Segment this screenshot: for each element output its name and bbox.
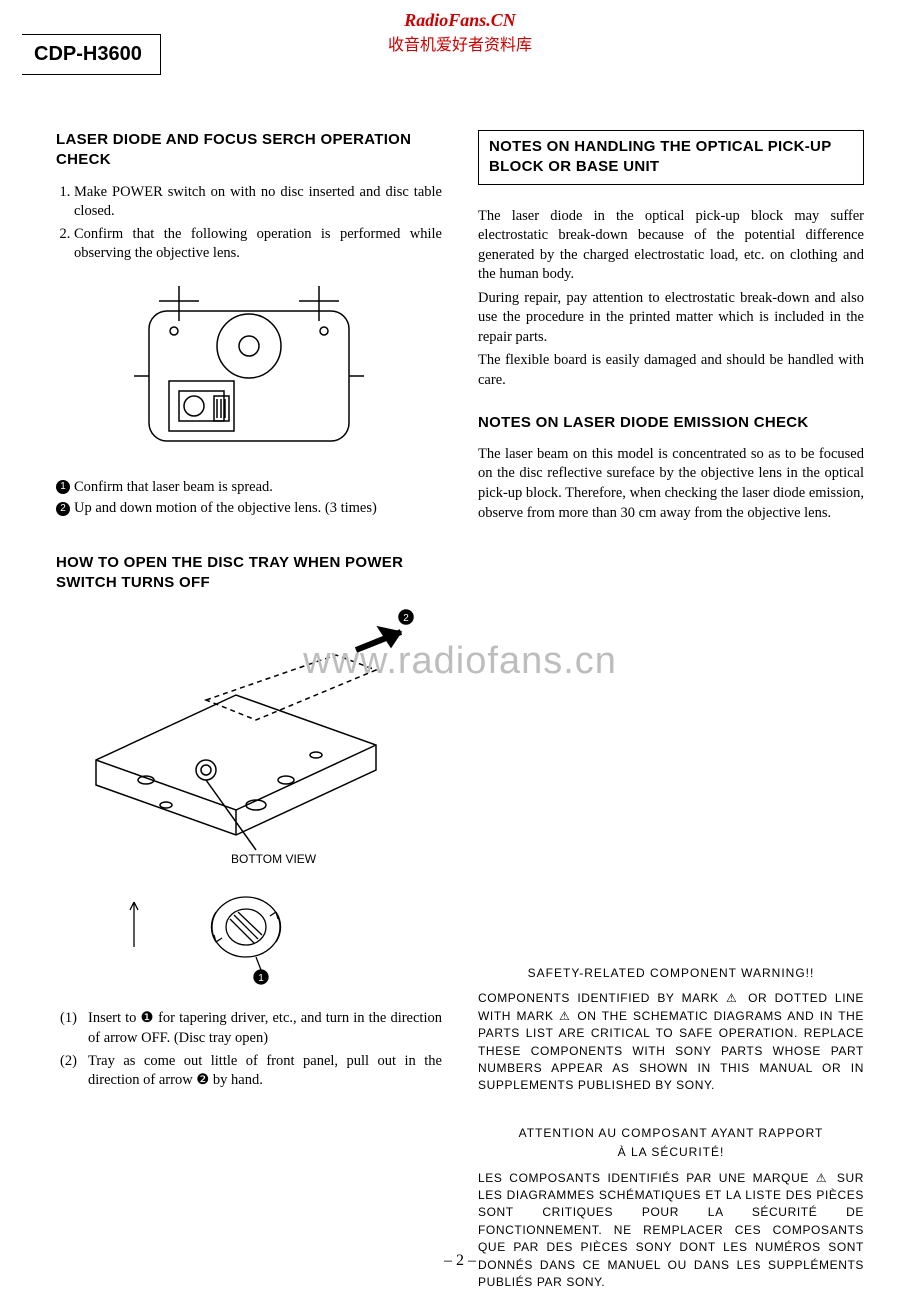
notes-p3: The flexible board is easily damaged and… xyxy=(478,351,864,390)
heading-open-disc-tray: HOW TO OPEN THE DISC TRAY WHEN POWER SWI… xyxy=(56,553,442,594)
watermark-line1: RadioFans.CN xyxy=(0,10,920,31)
safety-body-en: COMPONENTS IDENTIFIED BY MARK ⚠ OR DOTTE… xyxy=(478,990,864,1094)
left-column: LASER DIODE AND FOCUS SERCH OPERATION CH… xyxy=(56,130,442,1250)
notes-p1: The laser diode in the optical pick-up b… xyxy=(478,207,864,285)
svg-text:FRONT: FRONT xyxy=(116,884,158,898)
safety-title-en: SAFETY-RELATED COMPONENT WARNING!! xyxy=(478,965,864,982)
svg-text:2: 2 xyxy=(403,613,409,624)
safety-title-fr-1: ATTENTION AU COMPOSANT AYANT RAPPORT xyxy=(478,1125,864,1142)
confirm-line-1: 1 Confirm that laser beam is spread. xyxy=(56,478,442,498)
safety-title-fr-2: À LA SÉCURITÉ! xyxy=(478,1144,864,1161)
check-step-2: Confirm that the following operation is … xyxy=(74,225,442,264)
bullet-2-icon: 2 xyxy=(56,502,70,516)
page-content: LASER DIODE AND FOCUS SERCH OPERATION CH… xyxy=(56,130,864,1250)
step-num-1: (1) xyxy=(60,1009,88,1048)
label-bottom-view: BOTTOM VIEW xyxy=(231,852,317,865)
safety-body-fr: LES COMPOSANTS IDENTIFIÉS PAR UNE MARQUE… xyxy=(478,1170,864,1292)
page-number: – 2 – xyxy=(0,1252,920,1270)
check-step-1: Make POWER switch on with no disc insert… xyxy=(74,183,442,222)
notes-p2: During repair, pay attention to electros… xyxy=(478,289,864,348)
diagram-pickup-lens xyxy=(119,276,379,466)
svg-text:1: 1 xyxy=(258,973,264,984)
heading-emission-check: NOTES ON LASER DIODE EMISSION CHECK xyxy=(478,413,864,433)
step-text-1: Insert to ❶ for tapering driver, etc., a… xyxy=(88,1009,442,1048)
heading-notes-handling: NOTES ON HANDLING THE OPTICAL PICK-UP BL… xyxy=(478,130,864,185)
svg-text:ON(CLOSE): ON(CLOSE) xyxy=(171,881,238,895)
tray-open-steps: (1) Insert to ❶ for tapering driver, etc… xyxy=(60,1009,442,1090)
confirm-text-2: Up and down motion of the objective lens… xyxy=(74,500,377,516)
diagram-knob: FRONT REAR ON(CLOSE) OFF(OP xyxy=(56,877,416,997)
heading-laser-diode-check: LASER DIODE AND FOCUS SERCH OPERATION CH… xyxy=(56,130,442,171)
diagram-bottom-view: 2 BOTTOM VIEW xyxy=(56,605,416,865)
step-num-2: (2) xyxy=(60,1052,88,1091)
confirm-text-1: Confirm that laser beam is spread. xyxy=(74,479,273,495)
svg-text:OFF(OPEN): OFF(OPEN) xyxy=(266,881,332,895)
check-steps-list: Make POWER switch on with no disc insert… xyxy=(74,183,442,264)
right-column: NOTES ON HANDLING THE OPTICAL PICK-UP BL… xyxy=(478,130,864,1250)
safety-warning-en: SAFETY-RELATED COMPONENT WARNING!! COMPO… xyxy=(478,965,864,1095)
svg-text:REAR: REAR xyxy=(116,954,150,968)
svg-text:(DISC TRAY OPEN): (DISC TRAY OPEN) xyxy=(296,921,404,935)
bullet-1-icon: 1 xyxy=(56,480,70,494)
confirm-line-2: 2 Up and down motion of the objective len… xyxy=(56,499,442,519)
emission-p1: The laser beam on this model is concentr… xyxy=(478,445,864,523)
model-number-box: CDP-H3600 xyxy=(22,34,161,75)
step-text-2: Tray as come out little of front panel, … xyxy=(88,1052,442,1091)
